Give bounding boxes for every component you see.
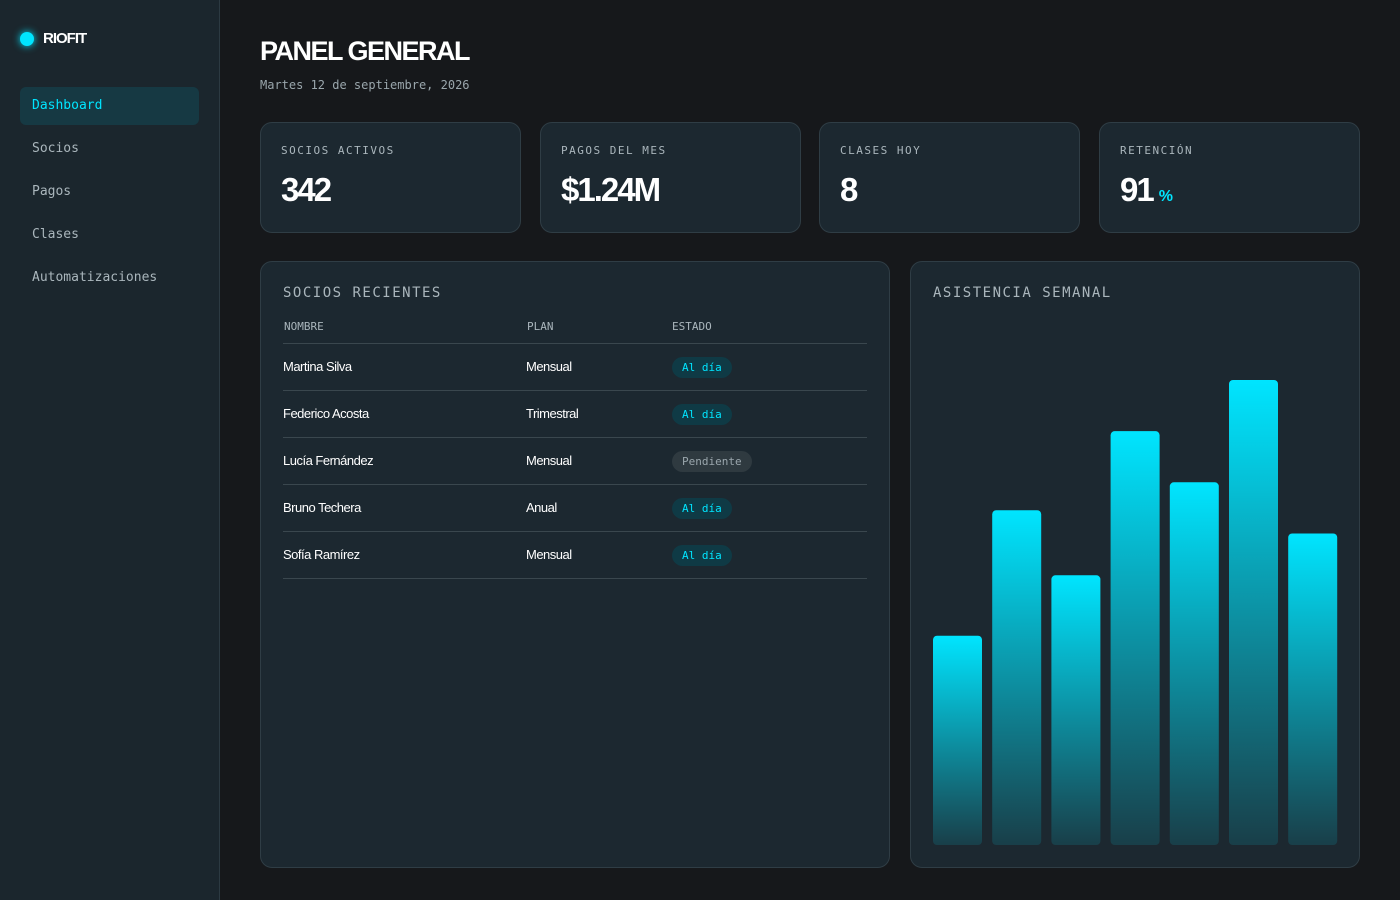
kpi-label: CLASES HOY <box>840 144 922 157</box>
bar <box>1051 575 1101 845</box>
table-border <box>283 578 867 579</box>
sidebar: RIOFIT Dashboard Socios Pagos Clases Automat… <box>0 0 220 900</box>
chart <box>933 380 1338 845</box>
kpi-unit: % <box>1158 188 1173 205</box>
kpi-value: 342 <box>281 171 332 209</box>
nav-item[interactable]: Dashboard <box>20 87 199 125</box>
kpi-card: CLASES HOY 8 <box>819 122 1080 233</box>
kpi-number: 342 <box>281 171 332 208</box>
kpi-label: PAGOS DEL MES <box>561 144 667 157</box>
chart-card: ASISTENCIA SEMANAL <box>910 261 1360 868</box>
table-row: Martina Silva Mensual Al día <box>283 343 867 390</box>
status-badge: Al día <box>672 545 732 566</box>
kpi-value: 91% <box>1120 171 1173 209</box>
table-card: SOCIOS RECIENTES NOMBRE PLAN ESTADO Martina … <box>260 261 890 868</box>
brand-name: RIOFIT <box>43 30 87 47</box>
kpi-value: 8 <box>840 171 858 209</box>
nav-item[interactable]: Clases <box>32 227 79 242</box>
nav-item[interactable]: Socios <box>32 141 79 156</box>
status-badge: Pendiente <box>672 451 752 472</box>
bar <box>1169 482 1219 845</box>
column-header: PLAN <box>527 320 554 333</box>
bar <box>992 510 1042 845</box>
date: Martes 12 de septiembre, 2026 <box>260 78 470 92</box>
plan: Trimestral <box>526 406 579 421</box>
brand: RIOFIT <box>20 30 87 47</box>
brand-dot <box>20 31 34 46</box>
member-name: Sofía Ramírez <box>283 547 360 562</box>
member-name: Bruno Techera <box>283 500 361 515</box>
kpi-label: SOCIOS ACTIVOS <box>281 144 395 157</box>
chart-title: ASISTENCIA SEMANAL <box>933 285 1112 301</box>
nav-item[interactable]: Automatizaciones <box>32 270 158 285</box>
member-name: Lucía Fernández <box>283 453 374 468</box>
plan: Mensual <box>526 547 572 562</box>
bar <box>1110 431 1160 845</box>
kpi-card: RETENCIÓN 91% <box>1099 122 1360 233</box>
table-row: Sofía Ramírez Mensual Al día <box>283 531 867 578</box>
bar <box>1288 533 1338 845</box>
kpi-value: $1.24M <box>561 171 661 209</box>
kpi-number: $1.24M <box>561 171 661 208</box>
kpi-card: PAGOS DEL MES $1.24M <box>540 122 801 233</box>
status-badge: Al día <box>672 498 732 519</box>
column-header: NOMBRE <box>284 320 324 333</box>
kpi-card: SOCIOS ACTIVOS 342 <box>260 122 521 233</box>
plan: Mensual <box>526 453 572 468</box>
bar <box>933 635 982 845</box>
kpi-number: 91 <box>1120 171 1155 208</box>
kpi-number: 8 <box>840 171 858 208</box>
nav-item[interactable]: Pagos <box>32 184 72 199</box>
table-row: Federico Acosta Trimestral Al día <box>283 390 867 437</box>
kpi-label: RETENCIÓN <box>1120 144 1194 157</box>
member-name: Federico Acosta <box>283 406 369 421</box>
plan: Anual <box>526 500 557 515</box>
plan: Mensual <box>526 359 572 374</box>
table-title: SOCIOS RECIENTES <box>283 285 442 301</box>
table-row: Lucía Fernández Mensual Pendiente <box>283 437 867 484</box>
status-badge: Al día <box>672 404 732 425</box>
member-name: Martina Silva <box>283 359 352 374</box>
bar <box>1229 380 1278 845</box>
status-badge: Al día <box>672 357 732 378</box>
page-title: PANEL GENERAL <box>260 36 471 66</box>
column-header: ESTADO <box>672 320 712 333</box>
table-row: Bruno Techera Anual Al día <box>283 484 867 531</box>
